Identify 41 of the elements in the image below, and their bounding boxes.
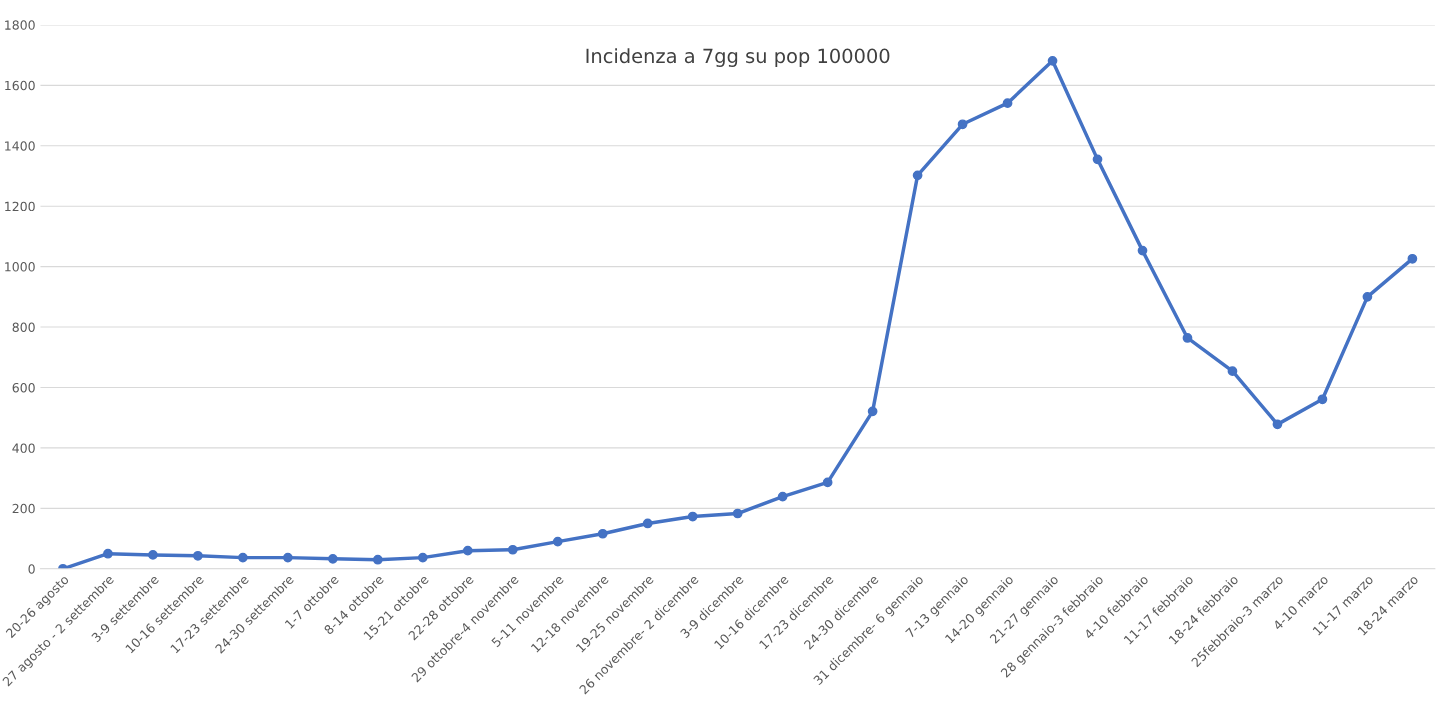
y-tick-label: 200	[12, 503, 35, 514]
point	[1227, 366, 1238, 377]
point	[777, 491, 788, 502]
point	[148, 550, 158, 560]
y-tick-label: 600	[12, 382, 35, 393]
point	[1092, 154, 1103, 165]
point	[282, 552, 293, 563]
point	[957, 119, 968, 130]
point	[1407, 253, 1418, 264]
text: Incidenza a 7gg su pop 100000	[586, 48, 890, 67]
point	[327, 553, 338, 564]
point	[642, 518, 653, 529]
point	[597, 528, 608, 539]
point	[867, 406, 878, 417]
point	[732, 508, 743, 519]
y-tick-label: 1800	[5, 20, 35, 30]
y-tick-label: 1200	[5, 201, 35, 212]
y-tick-label: 800	[12, 322, 35, 332]
point	[507, 544, 518, 555]
point	[1182, 333, 1193, 343]
point	[1002, 98, 1013, 109]
point	[1047, 55, 1058, 66]
y-tick-label: 0	[28, 564, 35, 574]
y-tick-label: 1600	[5, 80, 35, 91]
point	[1317, 394, 1328, 405]
point	[193, 550, 203, 561]
y-tick-label: 1000	[5, 262, 35, 272]
point	[238, 552, 248, 563]
point	[552, 536, 563, 547]
point	[1362, 291, 1373, 302]
point	[372, 554, 383, 565]
point	[1137, 245, 1148, 256]
point	[1272, 419, 1283, 430]
y-tick-label: 400	[12, 443, 35, 453]
point	[462, 545, 473, 556]
y-tick-label: 1400	[5, 141, 35, 151]
point	[103, 548, 113, 559]
point	[687, 511, 698, 522]
point	[417, 552, 428, 563]
point	[912, 170, 923, 181]
point	[822, 477, 833, 488]
